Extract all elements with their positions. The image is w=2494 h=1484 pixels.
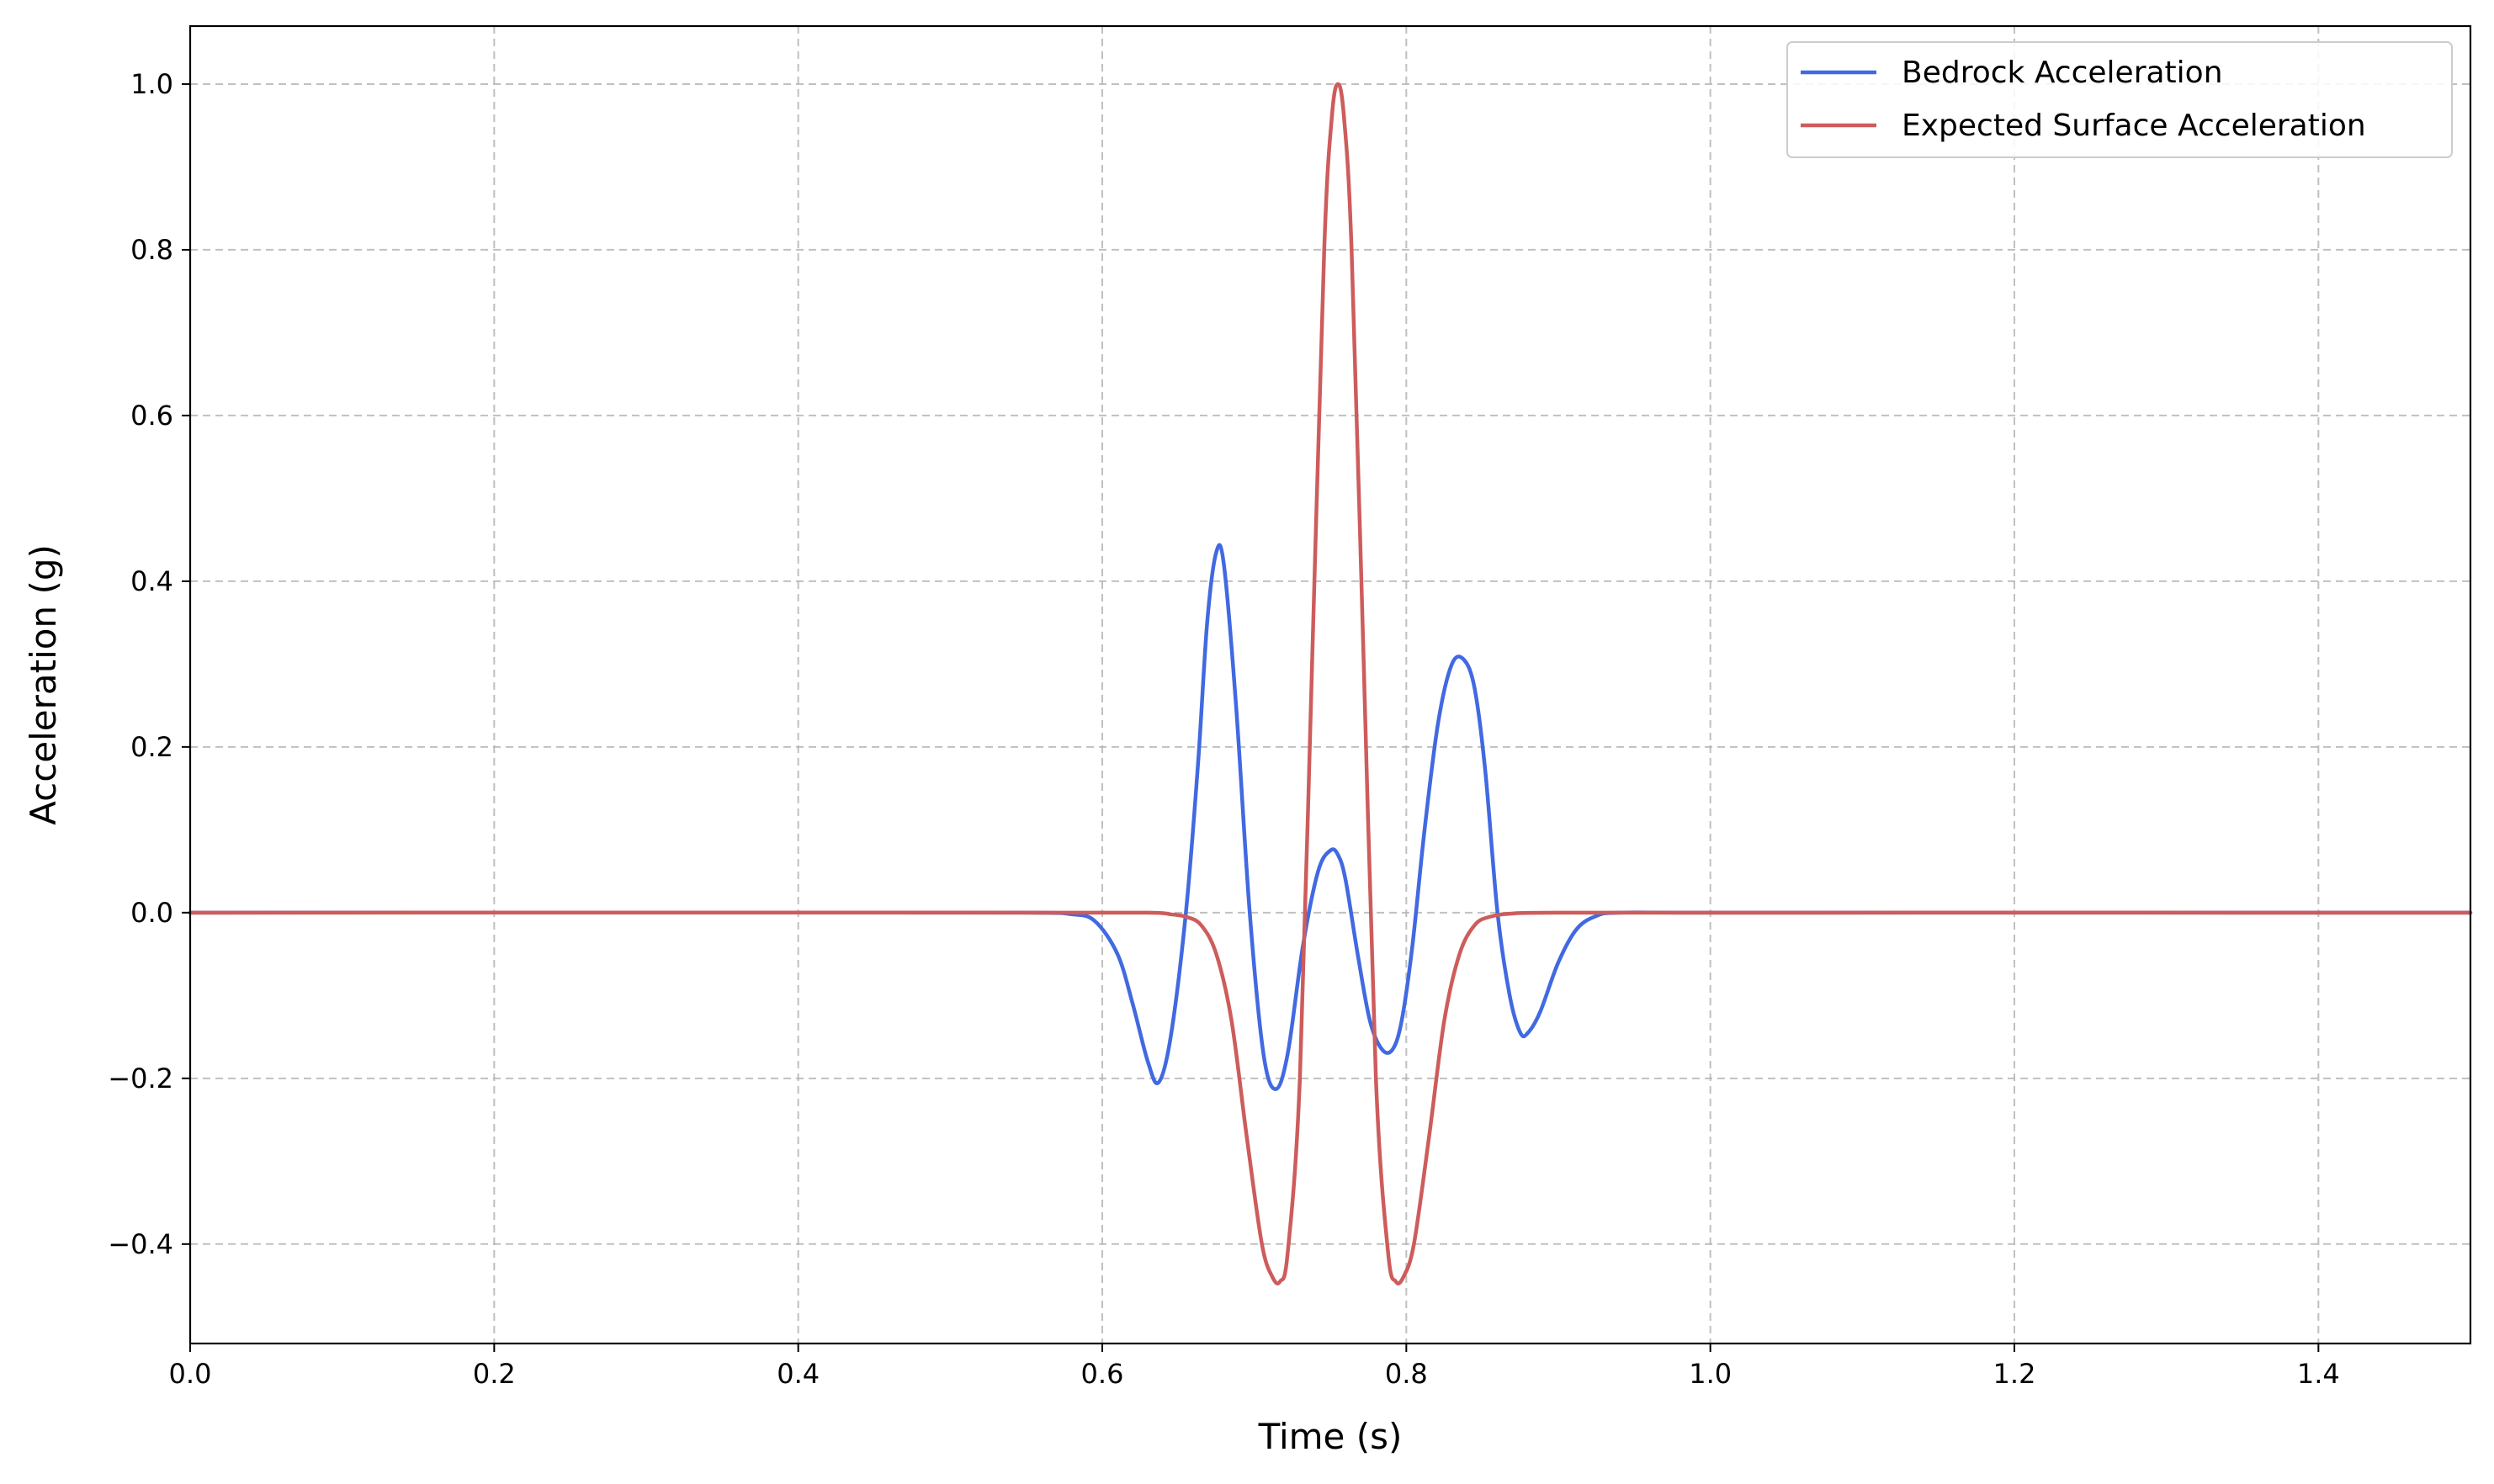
grid-lines	[189, 26, 2470, 1344]
x-tick-label: 0.8	[1385, 1358, 1428, 1390]
axis-ticks: 0.0 0.2 0.4 0.6 0.8 1.0 1.2 1.4 −0.4 −0.2 0.0 0.2 0.…	[108, 68, 2339, 1390]
series-lines	[188, 82, 2473, 1285]
y-tick-label: 0.8	[130, 234, 173, 266]
plot-frame	[188, 24, 2472, 1345]
y-tick-label: 1.0	[130, 68, 173, 100]
x-tick-label: 0.6	[1081, 1358, 1124, 1390]
y-tick-label: 0.4	[130, 565, 173, 597]
x-axis-title: Time (s)	[1258, 1416, 1403, 1457]
y-tick-label: −0.2	[108, 1063, 173, 1094]
x-tick-label: 1.4	[2297, 1358, 2340, 1390]
legend-label-bedrock: Bedrock Acceleration	[1902, 56, 2223, 90]
y-axis-title: Acceleration (g)	[23, 544, 64, 825]
y-tick-label: 0.6	[130, 400, 173, 432]
x-tick-label: 0.0	[169, 1358, 212, 1390]
series-line-bedrock	[188, 543, 2473, 1091]
y-tick-label: 0.0	[130, 897, 173, 929]
x-tick-label: 1.0	[1689, 1358, 1732, 1390]
x-tick-label: 1.2	[1993, 1358, 2036, 1390]
legend-label-surface: Expected Surface Acceleration	[1902, 109, 2366, 143]
legend: Bedrock Acceleration Expected Surface Ac…	[1786, 41, 2453, 158]
x-tick-label: 0.2	[473, 1358, 516, 1390]
y-tick-label: −0.4	[108, 1228, 173, 1260]
series-line-surface	[188, 82, 2473, 1285]
x-tick-label: 0.4	[777, 1358, 820, 1390]
y-tick-label: 0.2	[130, 731, 173, 763]
legend-box	[1786, 41, 2453, 158]
